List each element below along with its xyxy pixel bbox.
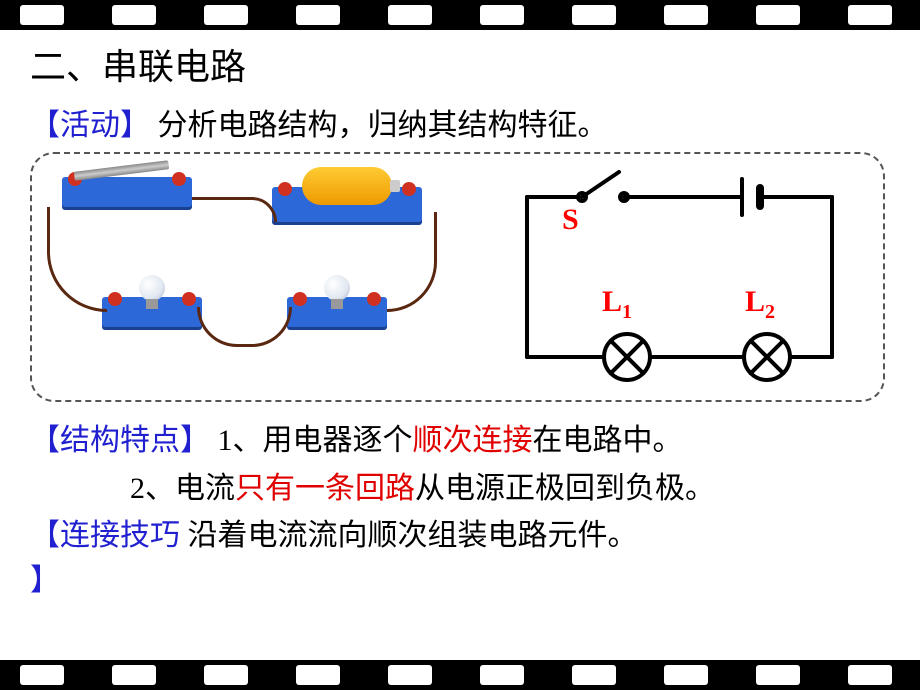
terminal bbox=[172, 172, 186, 186]
film-hole bbox=[572, 665, 616, 685]
film-hole bbox=[756, 5, 800, 25]
feature-line-2: 2、电流只有一条回路从电源正极回到负极。 bbox=[30, 468, 900, 510]
film-hole bbox=[480, 5, 524, 25]
terminal bbox=[182, 292, 196, 306]
film-strip-bottom bbox=[0, 660, 920, 690]
bulb-holder-1 bbox=[102, 297, 202, 327]
film-hole bbox=[204, 665, 248, 685]
knife-switch-base bbox=[62, 177, 192, 207]
film-hole bbox=[112, 665, 156, 685]
schematic-svg bbox=[487, 167, 867, 387]
knife-switch-handle bbox=[74, 160, 169, 181]
film-hole bbox=[388, 665, 432, 685]
film-hole bbox=[848, 5, 892, 25]
film-hole bbox=[664, 5, 708, 25]
activity-label: 【活动】 bbox=[30, 109, 150, 142]
film-hole bbox=[388, 5, 432, 25]
activity-text: 分析电路结构，归纳其结构特征。 bbox=[158, 109, 608, 142]
wire bbox=[387, 212, 437, 312]
tip-label-open: 【连接技巧 bbox=[30, 519, 180, 552]
diagram-container: S L1 L2 bbox=[30, 152, 885, 402]
lamp1-label: L1 bbox=[602, 285, 632, 324]
circuit-photo bbox=[42, 167, 472, 387]
lamp2-letter: L bbox=[745, 285, 765, 318]
tip-label-close: 】 bbox=[30, 555, 900, 599]
terminal bbox=[278, 182, 292, 196]
film-hole bbox=[480, 665, 524, 685]
feature-1a: 1、用电器逐个 bbox=[218, 424, 413, 457]
switch-label: S bbox=[562, 203, 579, 237]
circuit-schematic: S L1 L2 bbox=[487, 167, 867, 387]
film-hole bbox=[112, 5, 156, 25]
film-hole bbox=[20, 5, 64, 25]
slide: 二、串联电路 【活动】 分析电路结构，归纳其结构特征。 bbox=[0, 0, 920, 690]
lamp1-letter: L bbox=[602, 285, 622, 318]
tip-line: 【连接技巧 沿着电流流向顺次组装电路元件。 bbox=[30, 516, 900, 555]
feature-1b: 顺次连接 bbox=[413, 424, 533, 457]
feature-label: 【结构特点】 bbox=[30, 424, 210, 457]
lamp1-sub: 1 bbox=[622, 301, 632, 323]
feature-2c: 从电源正极回到负极。 bbox=[415, 472, 715, 505]
bulb-2 bbox=[324, 275, 350, 301]
activity-line: 【活动】 分析电路结构，归纳其结构特征。 bbox=[30, 100, 900, 144]
film-hole bbox=[204, 5, 248, 25]
film-hole bbox=[296, 665, 340, 685]
tip-text: 沿着电流流向顺次组装电路元件。 bbox=[188, 519, 638, 552]
film-hole bbox=[296, 5, 340, 25]
feature-line-1: 【结构特点】 1、用电器逐个顺次连接在电路中。 bbox=[30, 420, 900, 462]
wire bbox=[192, 197, 277, 222]
film-strip-top bbox=[0, 0, 920, 30]
film-hole bbox=[572, 5, 616, 25]
feature-1c: 在电路中。 bbox=[533, 424, 683, 457]
bulb-holder-2 bbox=[287, 297, 387, 327]
lamp2-sub: 2 bbox=[765, 301, 775, 323]
film-hole bbox=[848, 665, 892, 685]
terminal bbox=[293, 292, 307, 306]
terminal bbox=[108, 292, 122, 306]
film-hole bbox=[664, 665, 708, 685]
feature-2b: 只有一条回路 bbox=[235, 472, 415, 505]
slide-content: 二、串联电路 【活动】 分析电路结构，归纳其结构特征。 bbox=[0, 30, 920, 660]
lamp2-label: L2 bbox=[745, 285, 775, 324]
terminal bbox=[367, 292, 381, 306]
wire bbox=[197, 307, 292, 347]
feature-2a: 2、电流 bbox=[130, 472, 235, 505]
film-hole bbox=[20, 665, 64, 685]
terminal bbox=[402, 182, 416, 196]
film-hole bbox=[756, 665, 800, 685]
wire bbox=[47, 207, 107, 312]
battery-cell bbox=[302, 167, 392, 205]
bulb-1 bbox=[139, 275, 165, 301]
section-title: 二、串联电路 bbox=[30, 38, 900, 90]
